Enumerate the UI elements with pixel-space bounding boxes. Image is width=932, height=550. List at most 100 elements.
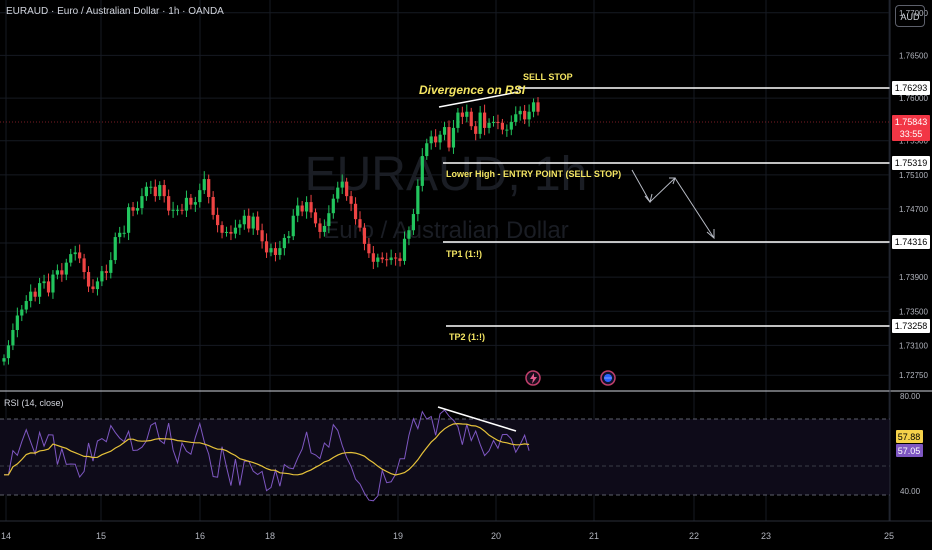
svg-text:57.88: 57.88 [898,432,921,442]
candle-body [500,122,504,130]
rsi-band-fill [0,419,890,495]
candle-body [385,259,389,261]
candle-body [505,129,509,131]
candle-body [15,315,19,331]
candle-body [149,186,153,188]
candle-body [349,196,353,204]
svg-text:1.74316: 1.74316 [895,237,928,247]
candle-body [6,345,11,359]
candle-body [162,185,166,197]
candle-body [251,216,255,229]
candle-body [180,209,184,211]
entry-price-tag: 1.75319 [892,156,930,170]
svg-text:1.75319: 1.75319 [895,158,928,168]
candle-body [442,127,447,135]
candle-body [73,252,77,255]
candle-body [229,231,233,234]
rsi-ma-line [4,422,530,476]
sell-stop-annotation: SELL STOP [523,72,573,82]
rsi-line [3,409,530,502]
candle-body [509,121,513,130]
candle-body [51,274,55,293]
candle-body [318,223,322,232]
time-axis[interactable]: 14 15 16 18 19 20 21 22 23 25 [1,531,894,541]
tp1-price-tag: 1.74316 [892,235,930,249]
candle-body [64,262,68,275]
time-tick-label: 16 [195,531,205,541]
price-divergence-trendline[interactable] [438,91,519,108]
candle-body [487,122,491,128]
rsi-ma-value-tag: 57.05 [896,444,923,457]
candle-body [434,136,438,143]
candle-body [55,270,59,275]
globe-event-icon[interactable] [600,370,616,386]
candle-body [491,121,496,123]
candle-body [153,186,157,197]
candle-body [523,110,527,120]
candle-body [91,286,95,290]
candle-body [158,185,162,197]
price-tick-label: 1.73900 [899,273,928,282]
candle-body [2,358,6,362]
candle-body [20,309,24,316]
rsi-divergence-trendline[interactable] [437,406,517,432]
candle-body [327,213,331,226]
candle-body [29,291,33,302]
svg-text:1.73258: 1.73258 [895,321,928,331]
rsi-tick-40: 40.00 [900,487,921,496]
candle-body [207,179,211,197]
candle-body [380,257,384,260]
candle-body [394,257,398,259]
entry-annotation: Lower High - ENTRY POINT (SELL STOP) [446,169,621,179]
tp1-annotation: TP1 (1:!) [446,249,482,259]
price-tick-label: 1.77000 [899,9,928,18]
currency-button[interactable]: AUD [895,5,925,27]
sell-stop-price-tag: 1.76293 [892,81,930,95]
candle-body [269,248,273,253]
time-tick-label: 22 [689,531,699,541]
candle-body [496,121,500,123]
price-tick-label: 1.75100 [899,171,928,180]
candle-body [216,214,220,226]
candle-body [127,207,131,233]
candle-body [11,330,15,346]
lightning-event-icon[interactable] [525,370,541,386]
candle-body [60,270,64,275]
price-tick-label: 1.74700 [899,205,928,214]
candle-body [24,301,28,310]
candle-body [69,254,73,263]
candle-body [282,237,286,249]
tp2-price-tag: 1.73258 [892,319,930,333]
symbol-header[interactable]: EURAUD · Euro / Australian Dollar · 1h ·… [6,6,224,17]
candle-body [238,224,242,228]
candle-body [140,196,144,209]
price-tick-label: 1.75500 [899,137,928,146]
candle-body [420,156,424,186]
candle-body [353,203,358,220]
price-tick-label: 1.73100 [899,341,928,350]
rsi-header[interactable]: RSI (14, close) [4,398,64,408]
candle-body [531,102,536,112]
time-tick-label: 25 [884,531,894,541]
candle-body [38,283,42,297]
candle-body [469,111,473,127]
candle-body [175,209,180,211]
candle-body [309,202,313,213]
candle-body [131,207,135,211]
candle-body [438,134,442,143]
svg-text:33:55: 33:55 [900,129,923,139]
candle-body [474,126,478,134]
time-tick-label: 19 [393,531,403,541]
candle-body [429,136,433,144]
candle-body [109,260,113,273]
candle-body [367,243,371,254]
candle-body [322,225,326,232]
candle-body [33,291,37,297]
projection-path[interactable] [631,169,715,240]
candle-body [398,258,402,261]
candle-body [291,215,295,237]
candle-body [118,232,122,238]
candles [2,97,540,366]
candle-body [46,281,51,293]
